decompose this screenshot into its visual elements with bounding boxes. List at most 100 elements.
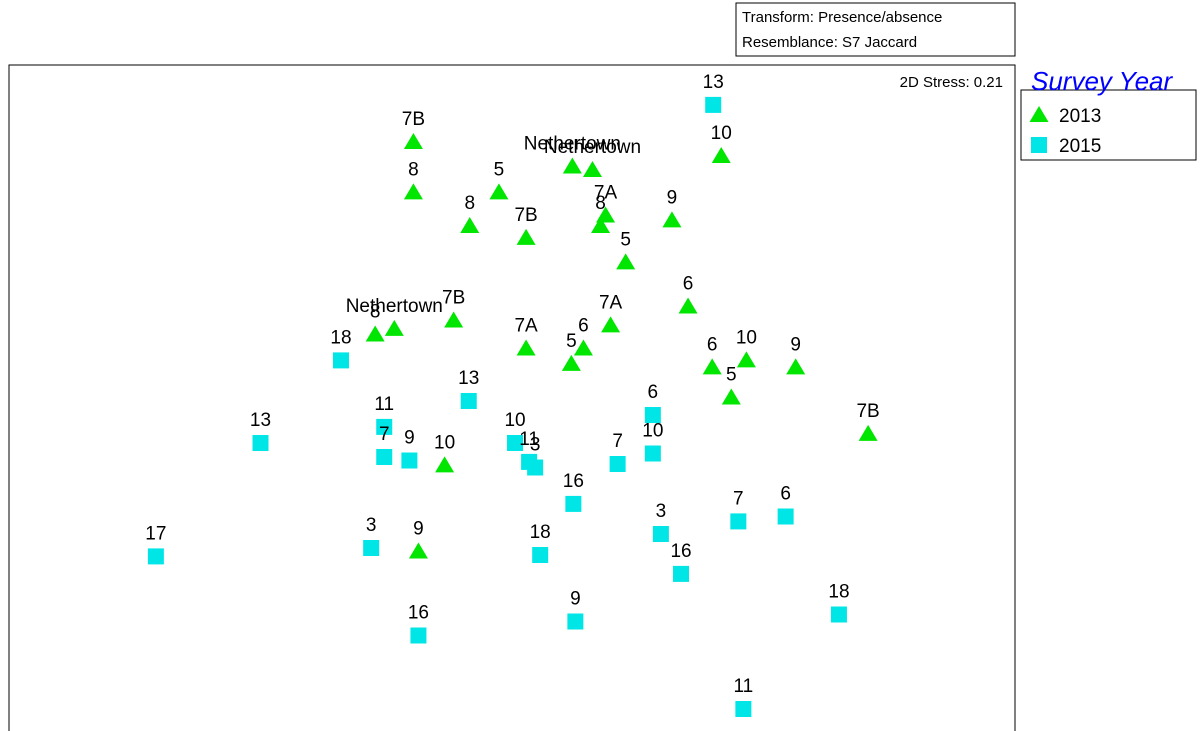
point-2013-triangle <box>460 217 480 233</box>
point-label: Nethertown <box>524 134 621 155</box>
legend-entry-2013: 2013 <box>1059 106 1101 127</box>
point-2013-triangle <box>384 319 404 336</box>
point-label: 11 <box>374 394 394 415</box>
point-2015-square <box>567 613 584 630</box>
point-2013-triangle <box>489 183 509 200</box>
point-label: 6 <box>780 484 791 505</box>
legend-title: Survey Year <box>1031 66 1174 96</box>
point-label: 7B <box>402 109 425 130</box>
point-2013-triangle <box>561 354 581 371</box>
point-label: 8 <box>464 193 475 214</box>
point-2015-square <box>565 495 582 512</box>
point-label: 7B <box>856 401 879 422</box>
point-2015-square <box>777 508 794 525</box>
point-2013-triangle <box>444 311 464 328</box>
point-label: 10 <box>736 327 757 348</box>
point-label: 18 <box>530 522 551 543</box>
point-label: Nethertown <box>544 137 641 158</box>
point-label: 6 <box>683 274 694 295</box>
point-2015-square <box>507 435 524 451</box>
point-2013-triangle <box>858 424 878 441</box>
point-2015-square <box>673 565 690 582</box>
point-label: 10 <box>434 432 455 453</box>
point-2015-square <box>376 418 393 435</box>
point-2015-square <box>363 540 380 556</box>
point-2013-triangle <box>616 253 636 270</box>
point-2015-square <box>527 459 544 476</box>
point-label: 5 <box>620 229 631 250</box>
point-label: 16 <box>563 471 584 492</box>
point-label: 10 <box>711 123 732 144</box>
point-label: 5 <box>494 159 505 180</box>
point-2013-triangle <box>786 358 806 375</box>
point-2015-square <box>830 606 847 623</box>
point-2013-triangle <box>435 456 455 473</box>
point-label: 7B <box>514 205 537 226</box>
point-label: 7A <box>599 292 623 313</box>
point-label: 8 <box>370 302 381 323</box>
point-2013-triangle <box>403 133 423 149</box>
point-2013-triangle <box>582 161 602 177</box>
point-2015-square <box>730 513 747 530</box>
plot-area <box>8 64 1016 731</box>
point-2013-triangle <box>408 542 428 559</box>
point-label: 7 <box>733 488 744 509</box>
point-2015-square <box>376 449 393 465</box>
point-label: 9 <box>413 519 424 540</box>
point-2013-triangle <box>516 228 536 245</box>
point-label: 9 <box>404 428 415 449</box>
point-label: 10 <box>504 410 525 431</box>
point-2013-triangle <box>562 157 582 174</box>
data-points <box>147 96 878 717</box>
point-label: 7 <box>612 431 623 452</box>
point-label: 9 <box>667 187 678 208</box>
point-2015-square <box>147 548 164 565</box>
point-label: 7 <box>379 424 390 445</box>
point-label: 18 <box>330 327 351 348</box>
point-2015-square <box>332 352 349 369</box>
legend-triangle-icon <box>1029 106 1049 122</box>
point-label: 18 <box>828 582 849 603</box>
point-label: 5 <box>566 331 577 352</box>
legend-frame <box>1020 89 1197 161</box>
point-label: 13 <box>458 368 479 389</box>
point-label: 9 <box>570 589 581 610</box>
info-box: Transform: Presence/absence Resemblance:… <box>735 2 1016 57</box>
point-2015-square <box>609 456 626 472</box>
point-label: 7A <box>594 183 618 204</box>
point-2015-square <box>532 547 549 563</box>
point-label: 6 <box>578 316 589 337</box>
point-2015-square <box>652 526 669 542</box>
point-2013-triangle <box>702 358 722 375</box>
legend-square-icon <box>1031 137 1047 153</box>
point-label: 6 <box>707 334 718 355</box>
point-2015-square <box>252 435 269 451</box>
info-box-frame <box>735 2 1016 57</box>
point-label: Nethertown <box>346 296 443 317</box>
legend-entry-2015: 2015 <box>1059 136 1101 157</box>
point-label: 11 <box>734 676 754 697</box>
resemblance-label: Resemblance: S7 Jaccard <box>742 34 917 51</box>
point-2013-triangle <box>736 351 756 368</box>
point-2013-triangle <box>591 217 611 233</box>
point-2013-triangle <box>662 211 682 228</box>
point-2013-triangle <box>573 339 593 356</box>
point-2015-square <box>644 445 661 462</box>
point-2013-triangle <box>516 339 536 356</box>
point-label: 3 <box>366 515 377 536</box>
point-2015-square <box>735 701 752 717</box>
point-label: 3 <box>656 501 667 522</box>
point-2013-triangle <box>601 316 621 333</box>
point-label: 11 <box>519 429 539 450</box>
point-label: 3 <box>530 435 541 456</box>
point-label: 8 <box>408 159 419 180</box>
point-2015-square <box>410 627 427 644</box>
point-label: 7A <box>514 316 538 337</box>
point-2013-triangle <box>678 297 698 314</box>
point-label: 10 <box>642 421 663 442</box>
point-label: 6 <box>648 382 659 403</box>
transform-label: Transform: Presence/absence <box>742 9 942 26</box>
legend: Survey Year 2013 2015 <box>1020 66 1197 161</box>
point-label: 16 <box>670 541 691 562</box>
